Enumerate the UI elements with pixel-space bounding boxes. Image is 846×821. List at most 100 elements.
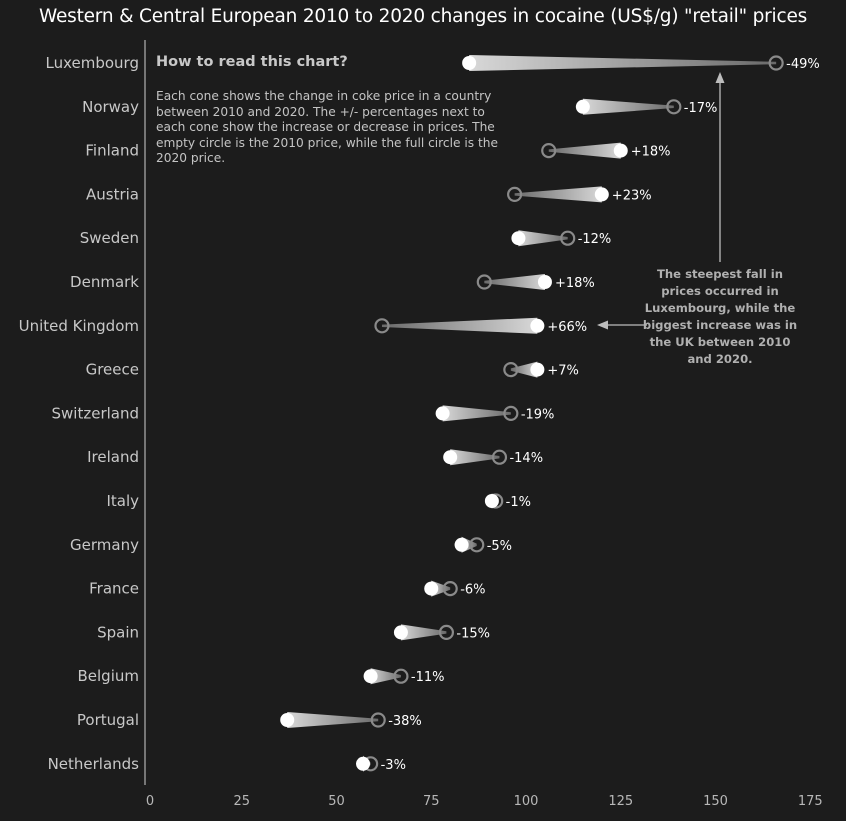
- country-label: Finland: [85, 142, 139, 160]
- cone-shape: [381, 317, 538, 334]
- cone-row: -3%: [356, 755, 406, 773]
- point-2010: [507, 186, 523, 202]
- change-label: +23%: [612, 188, 652, 203]
- x-tick-label: 100: [514, 794, 539, 809]
- country-label: Norway: [82, 98, 139, 116]
- point-2020: [530, 318, 545, 333]
- change-label: -14%: [509, 451, 543, 466]
- country-label: Greece: [86, 361, 139, 379]
- point-2010: [476, 274, 492, 290]
- point-2010: [503, 362, 519, 378]
- country-label: Austria: [86, 185, 139, 203]
- callout-arrows: [597, 72, 725, 330]
- change-label: -3%: [381, 758, 406, 773]
- cone-row: -38%: [280, 712, 422, 729]
- cone-shape: [450, 449, 500, 466]
- cone-row: +18%: [476, 274, 595, 291]
- cone-row: +7%: [503, 361, 579, 379]
- point-2020: [594, 187, 609, 202]
- change-label: -49%: [786, 57, 820, 72]
- change-label: -38%: [388, 714, 422, 729]
- point-2020: [575, 99, 590, 114]
- point-2010: [541, 143, 557, 159]
- cone-row: -15%: [393, 624, 490, 641]
- change-label: -12%: [578, 232, 612, 247]
- change-label: +18%: [631, 145, 671, 160]
- country-label: Luxembourg: [46, 54, 140, 72]
- x-tick-label: 50: [328, 794, 345, 809]
- callout-annotation: The steepest fall in prices occurred in …: [642, 267, 798, 366]
- country-label: France: [89, 580, 139, 598]
- x-axis-ticks: 0 25 50 75 100 125 150 175: [146, 794, 823, 809]
- point-2010: [560, 230, 576, 246]
- point-2020: [393, 625, 408, 640]
- point-2010: [503, 405, 519, 421]
- x-tick-label: 150: [703, 794, 728, 809]
- country-label: Sweden: [80, 229, 139, 247]
- change-label: -1%: [506, 495, 531, 510]
- country-label: Portugal: [77, 711, 139, 729]
- cone-marks: -49% -17% +18% +23% -12% +18% +66% +7% -19% -14% -…: [280, 55, 820, 773]
- arrow-head-up: [715, 72, 725, 83]
- point-2020: [511, 231, 526, 246]
- cone-shape: [442, 405, 511, 422]
- point-2010: [370, 712, 386, 728]
- cone-row: +66%: [374, 317, 587, 335]
- point-2010: [469, 537, 485, 553]
- point-2020: [443, 450, 458, 465]
- x-tick-label: 0: [146, 794, 154, 809]
- cone-shape: [484, 274, 545, 290]
- change-label: +18%: [555, 276, 595, 291]
- country-label: Denmark: [70, 273, 139, 291]
- how-to-read-body: Each cone shows the change in coke price…: [156, 89, 498, 165]
- change-label: -5%: [487, 539, 512, 554]
- arrow-head-left: [597, 320, 608, 330]
- change-label: +7%: [547, 364, 579, 379]
- cone-shape: [370, 668, 401, 685]
- cone-shape: [400, 624, 447, 641]
- cone-row: -17%: [575, 98, 718, 116]
- cone-row: -12%: [511, 230, 611, 247]
- cone-row: -14%: [443, 449, 543, 466]
- point-2020: [462, 56, 477, 70]
- cone-row: -6%: [424, 580, 486, 598]
- country-label: Ireland: [87, 448, 139, 466]
- point-2020: [435, 406, 450, 421]
- point-2010: [442, 580, 458, 597]
- point-2010: [491, 449, 508, 465]
- point-2020: [454, 537, 469, 552]
- cone-shape: [514, 186, 602, 203]
- country-label: Netherlands: [48, 755, 140, 773]
- point-2020: [363, 669, 378, 684]
- country-label: Spain: [97, 623, 139, 641]
- point-2010: [438, 624, 455, 641]
- point-2010: [666, 99, 682, 115]
- cone-shape: [469, 55, 777, 71]
- change-label: +66%: [547, 320, 587, 335]
- point-2020: [530, 362, 545, 377]
- point-2020: [424, 581, 439, 596]
- point-2020: [356, 756, 371, 771]
- cone-row: -11%: [363, 668, 445, 685]
- change-label: -17%: [684, 101, 718, 116]
- cone-row: +23%: [507, 186, 652, 203]
- how-to-read-heading: How to read this chart?: [156, 54, 348, 70]
- country-label: Belgium: [78, 667, 140, 685]
- cone-shape: [582, 98, 674, 115]
- change-label: -6%: [460, 583, 485, 598]
- point-2010: [393, 668, 409, 684]
- point-2010: [768, 55, 784, 71]
- change-label: -11%: [411, 670, 445, 685]
- x-tick-label: 75: [423, 794, 440, 809]
- x-tick-label: 175: [798, 794, 823, 809]
- cone-row: -49%: [462, 55, 820, 72]
- cone-shape: [518, 230, 568, 247]
- cone-shape: [548, 142, 621, 159]
- cone-row: +18%: [541, 142, 671, 160]
- point-2010: [374, 318, 390, 334]
- change-label: -19%: [521, 407, 555, 422]
- country-label: United Kingdom: [19, 317, 139, 335]
- cone-shape: [510, 361, 538, 378]
- change-label: -15%: [456, 626, 490, 641]
